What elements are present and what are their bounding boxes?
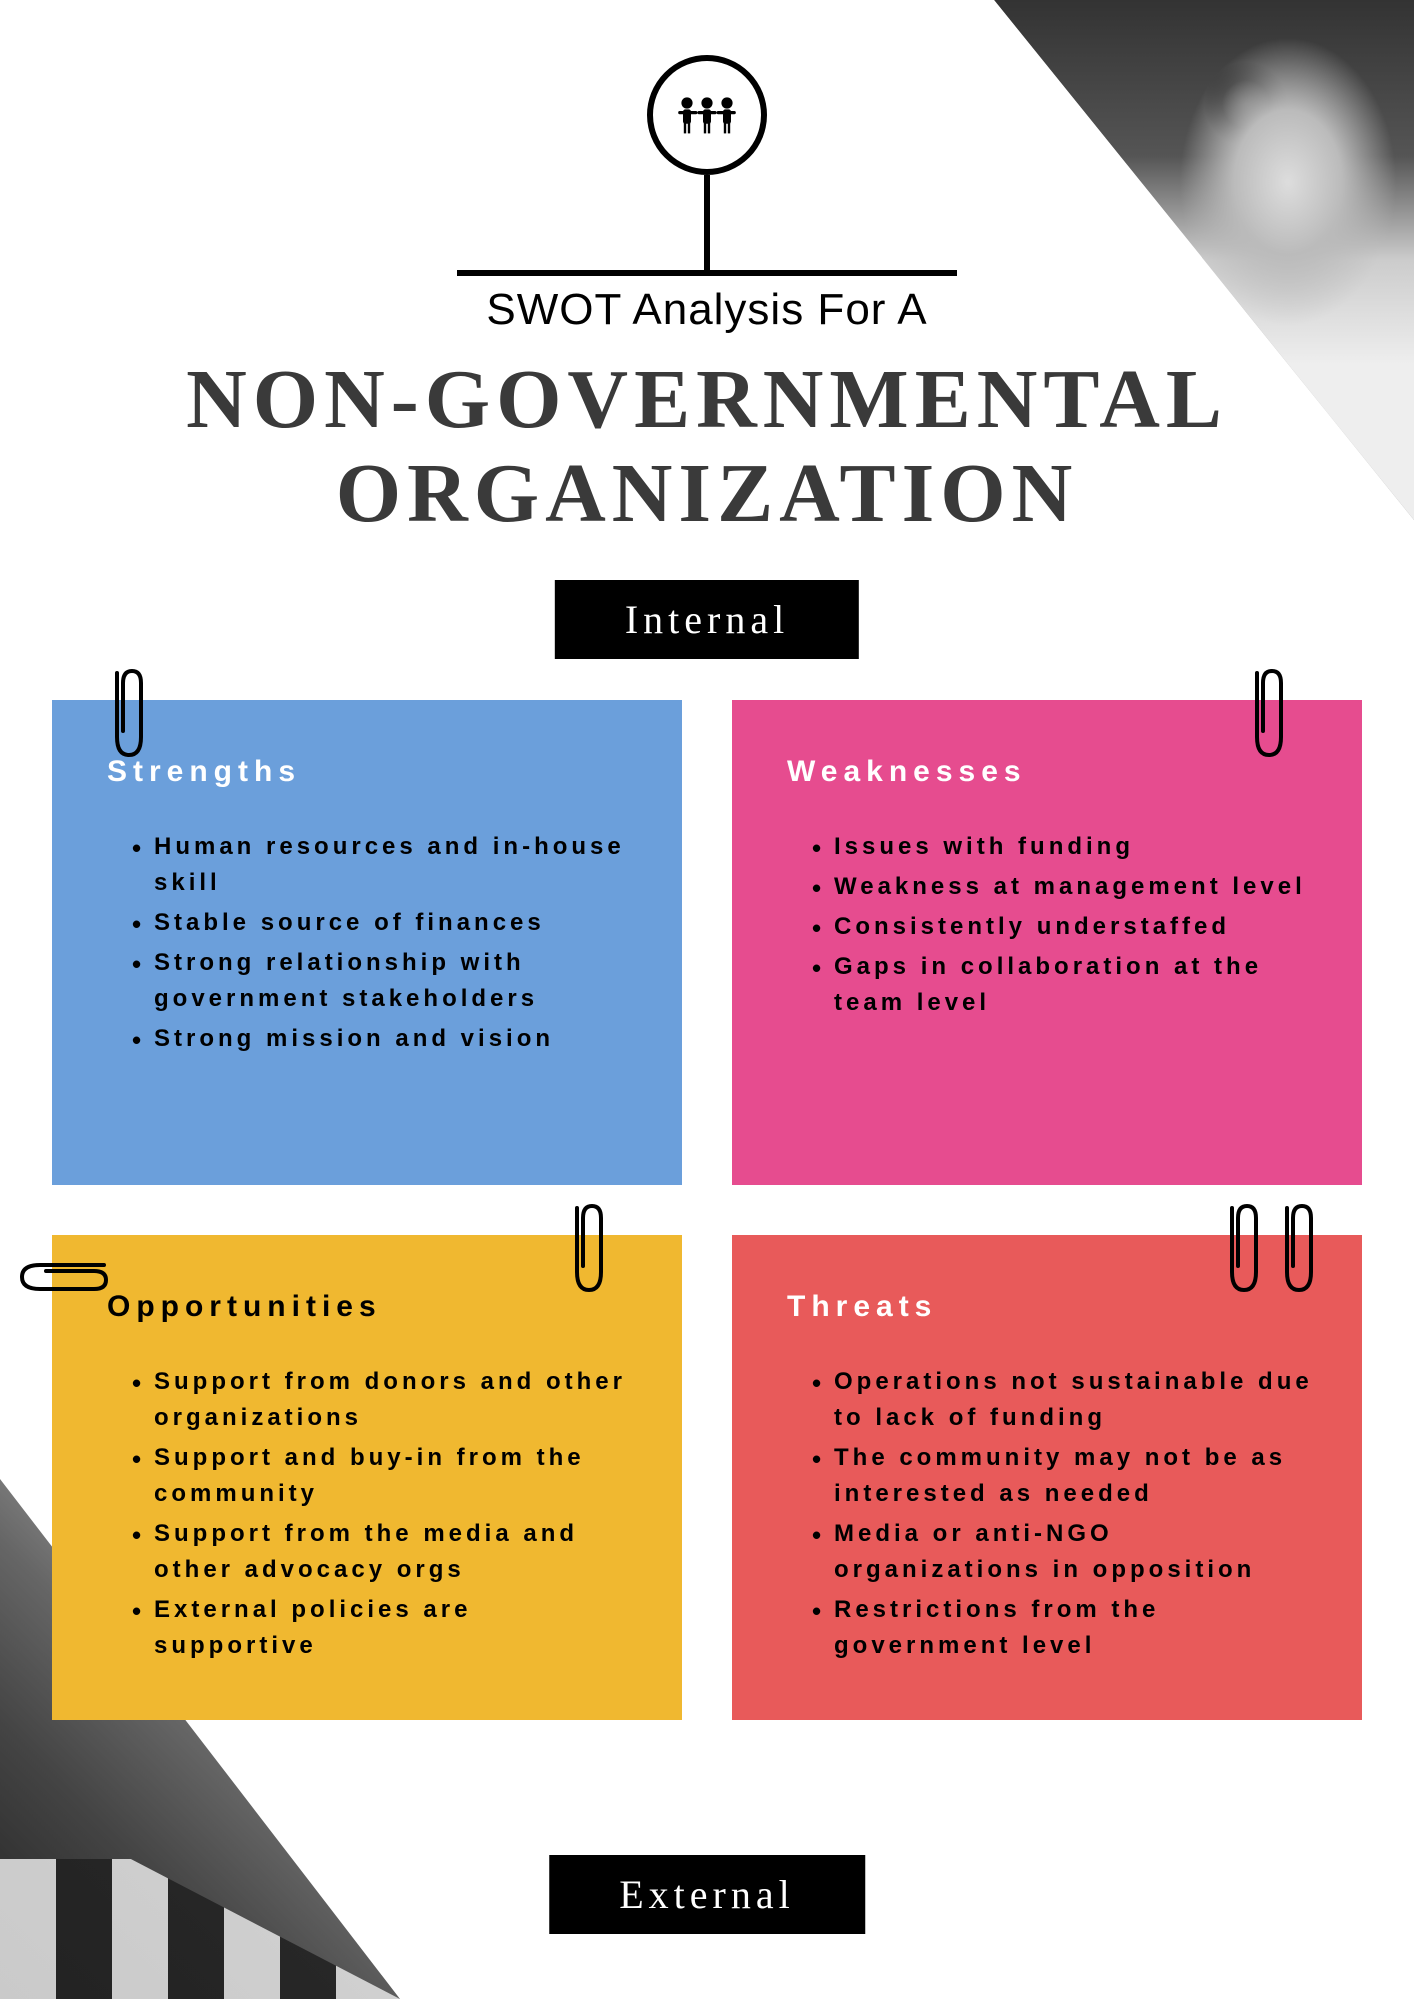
list-item: Weakness at management level	[812, 869, 1317, 905]
list-item: Operations not sustainable due to lack o…	[812, 1364, 1317, 1436]
list-item: Restrictions from the government level	[812, 1592, 1317, 1664]
paperclip-icon	[1220, 1200, 1264, 1300]
weaknesses-list: Issues with funding Weakness at managemen…	[787, 829, 1317, 1021]
header-people-icon	[457, 55, 957, 276]
threats-card: Threats Operations not sustainable due t…	[732, 1235, 1362, 1720]
list-item: The community may not be as interested a…	[812, 1440, 1317, 1512]
opportunities-list: Support from donors and other organizati…	[107, 1364, 637, 1664]
list-item: Support and buy-in from the community	[132, 1440, 637, 1512]
list-item: Gaps in collaboration at the team level	[812, 949, 1317, 1021]
list-item: Human resources and in-house skill	[132, 829, 637, 901]
list-item: Support from donors and other organizati…	[132, 1364, 637, 1436]
title-line-1: NON-GOVERNMENTAL	[186, 353, 1228, 446]
threats-list: Operations not sustainable due to lack o…	[787, 1364, 1317, 1664]
external-label: External	[549, 1855, 865, 1934]
paperclip-icon	[12, 1253, 112, 1297]
list-item: Support from the media and other advocac…	[132, 1516, 637, 1588]
list-item: External policies are supportive	[132, 1592, 637, 1664]
opportunities-card: Opportunities Support from donors and ot…	[52, 1235, 682, 1720]
paperclip-icon	[1245, 665, 1289, 765]
list-item: Strong mission and vision	[132, 1021, 637, 1057]
title-line-2: ORGANIZATION	[336, 447, 1079, 540]
weaknesses-card: Weaknesses Issues with funding Weakness a…	[732, 700, 1362, 1185]
main-title: NON-GOVERNMENTAL ORGANIZATION	[107, 353, 1307, 541]
strengths-title: Strengths	[107, 755, 637, 789]
list-item: Media or anti-NGO organizations in oppos…	[812, 1516, 1317, 1588]
paperclip-icon	[105, 665, 149, 765]
paperclip-icon	[565, 1200, 609, 1300]
paperclip-icon	[1275, 1200, 1319, 1300]
strengths-card: Strengths Human resources and in-house s…	[52, 700, 682, 1185]
title-block: SWOT Analysis For A NON-GOVERNMENTAL ORG…	[107, 285, 1307, 541]
people-circle-icon	[647, 55, 767, 175]
list-item: Strong relationship with government stak…	[132, 945, 637, 1017]
subtitle-text: SWOT Analysis For A	[107, 285, 1307, 335]
opportunities-title: Opportunities	[107, 1290, 637, 1324]
list-item: Issues with funding	[812, 829, 1317, 865]
swot-grid: Strengths Human resources and in-house s…	[52, 700, 1362, 1720]
strengths-list: Human resources and in-house skill Stable…	[107, 829, 637, 1057]
list-item: Stable source of finances	[132, 905, 637, 941]
weaknesses-title: Weaknesses	[787, 755, 1317, 789]
icon-baseline	[457, 270, 957, 276]
icon-stem	[704, 175, 710, 270]
internal-label: Internal	[555, 580, 859, 659]
list-item: Consistently understaffed	[812, 909, 1317, 945]
